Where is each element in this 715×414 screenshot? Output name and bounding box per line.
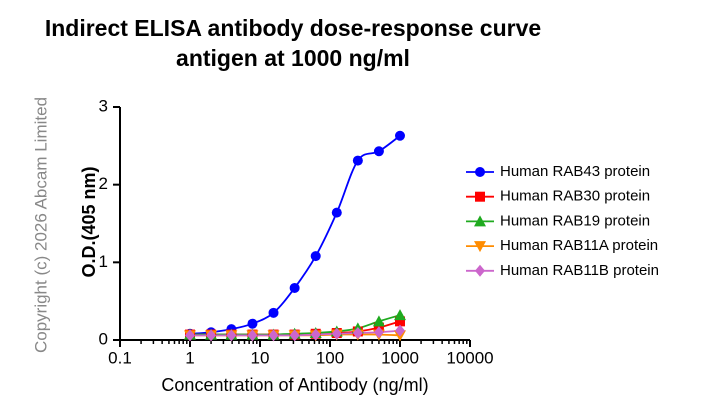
marker bbox=[289, 329, 300, 342]
legend-label: Human RAB30 protein bbox=[500, 188, 650, 205]
x-axis-label: Concentration of Antibody (ng/ml) bbox=[161, 375, 428, 395]
marker bbox=[331, 327, 342, 340]
marker bbox=[395, 324, 405, 337]
x-tick-label: 1 bbox=[185, 348, 194, 367]
y-tick-label: 2 bbox=[99, 174, 108, 193]
chart-title: antigen at 1000 ng/ml bbox=[176, 45, 410, 71]
marker bbox=[310, 251, 321, 262]
marker bbox=[206, 329, 217, 342]
copyright: Copyright (c) 2026 Abcam Limited bbox=[31, 97, 50, 353]
marker bbox=[394, 309, 406, 321]
x-tick-label: 0.1 bbox=[108, 348, 132, 367]
legend-label: Human RAB19 protein bbox=[500, 212, 650, 229]
legend-label: Human RAB43 protein bbox=[500, 163, 650, 180]
y-tick-label: 0 bbox=[99, 329, 108, 348]
marker bbox=[331, 207, 342, 218]
marker bbox=[352, 155, 363, 166]
legend-label: Human RAB11A protein bbox=[500, 237, 658, 254]
legend-marker bbox=[474, 215, 486, 227]
x-tick-label: 10 bbox=[251, 348, 270, 367]
marker bbox=[373, 326, 384, 339]
marker bbox=[185, 329, 195, 342]
y-tick-label: 3 bbox=[99, 96, 108, 115]
marker bbox=[247, 318, 258, 329]
marker bbox=[268, 307, 279, 318]
x-tick-label: 100 bbox=[316, 348, 344, 367]
series-line bbox=[189, 135, 401, 335]
x-tick-label: 1000 bbox=[381, 348, 419, 367]
marker bbox=[352, 327, 363, 340]
legend-marker bbox=[475, 167, 485, 177]
x-tick-label: 10000 bbox=[446, 348, 493, 367]
y-tick-label: 1 bbox=[99, 252, 108, 271]
marker bbox=[247, 329, 258, 342]
legend-marker bbox=[475, 264, 485, 277]
marker bbox=[289, 282, 300, 293]
legend-marker bbox=[474, 241, 486, 253]
marker bbox=[395, 316, 405, 327]
y-axis-label: O.D.(405 nm) bbox=[79, 166, 99, 277]
legend-label: Human RAB11B protein bbox=[500, 262, 659, 279]
marker bbox=[268, 329, 279, 342]
marker bbox=[372, 315, 385, 327]
marker bbox=[373, 146, 384, 157]
marker bbox=[226, 329, 237, 342]
marker bbox=[395, 130, 405, 141]
legend-marker bbox=[475, 191, 485, 202]
chart-title: Indirect ELISA antibody dose-response cu… bbox=[45, 15, 541, 41]
marker bbox=[310, 328, 321, 341]
